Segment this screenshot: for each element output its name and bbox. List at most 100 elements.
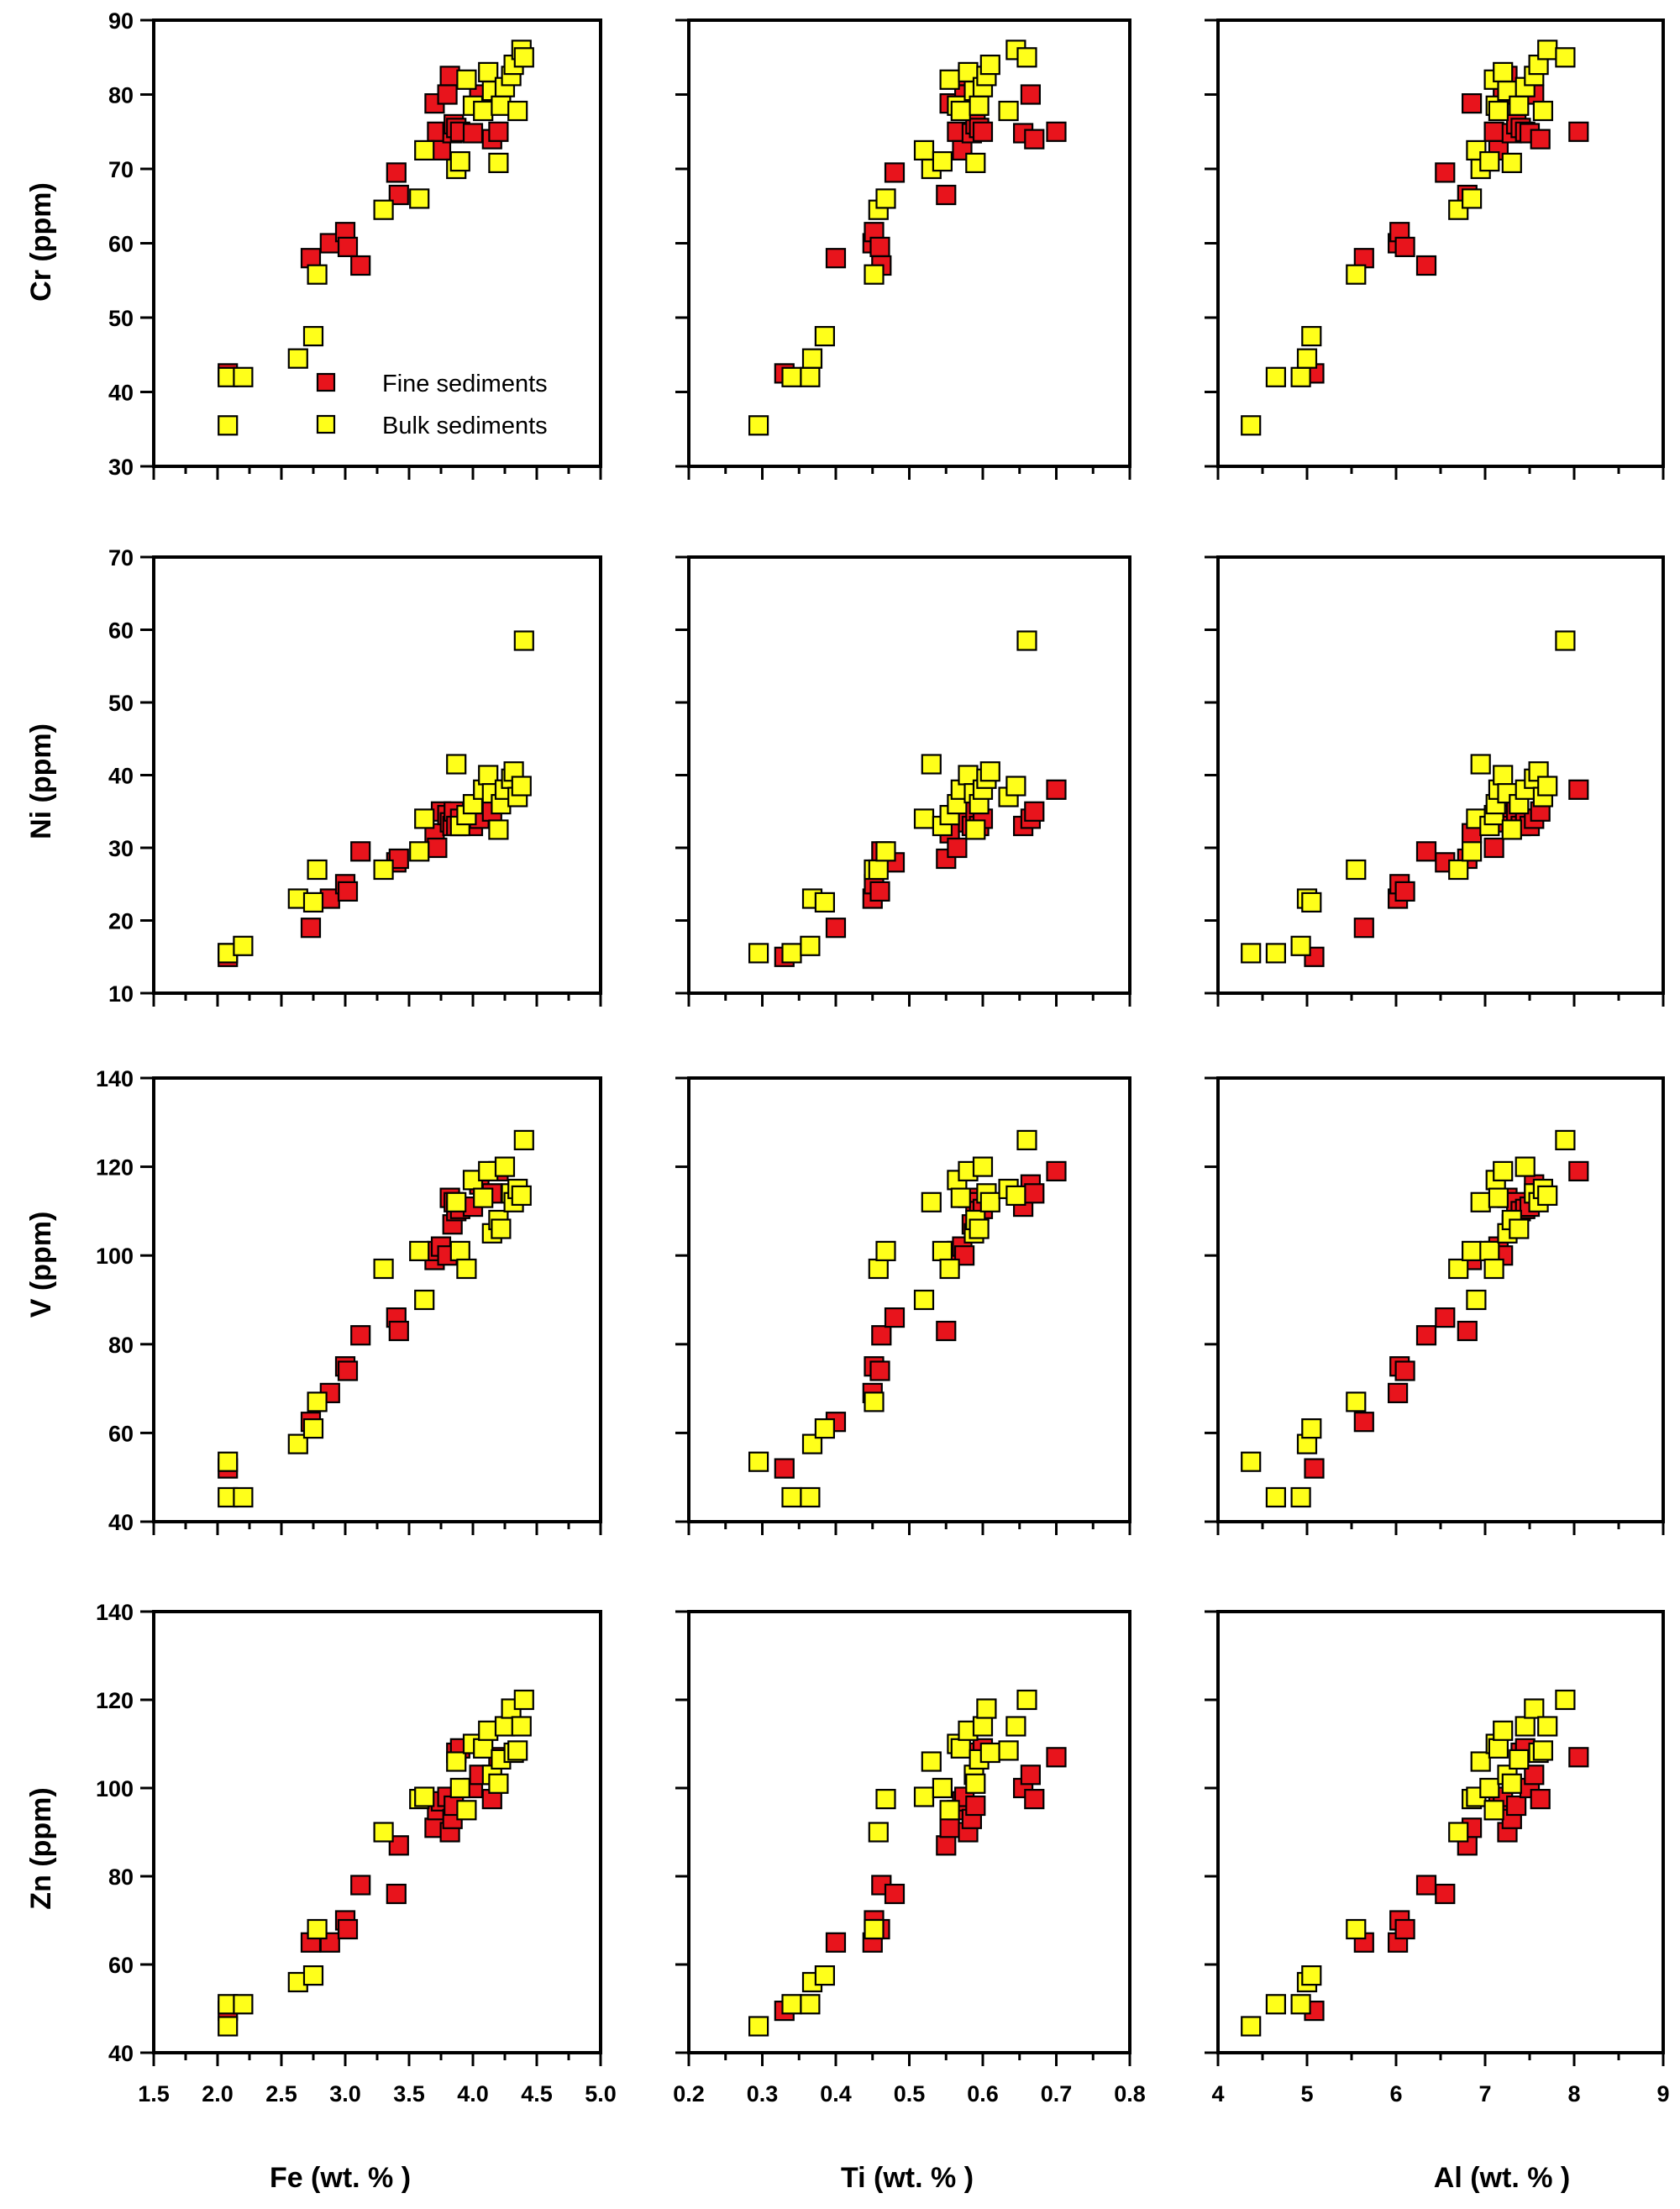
bulk-sediment-point <box>875 188 896 209</box>
fine-sediment-point <box>884 1307 906 1328</box>
bulk-sediment-point <box>800 1994 821 2015</box>
x-tick-label: 9 <box>1656 2081 1669 2106</box>
bulk-sediment-point <box>1241 943 1262 964</box>
panel-ni-vs-ti <box>675 555 1131 1007</box>
fine-sediment-point <box>774 1458 795 1479</box>
fine-sediment-point <box>337 1360 359 1381</box>
bulk-sediment-point <box>1501 819 1522 840</box>
x-tick-label: 0.7 <box>1041 2081 1073 2106</box>
fine-sediment-point <box>350 1875 371 1896</box>
fine-sediment-point <box>388 184 409 206</box>
bulk-sediment-point <box>1466 1289 1487 1311</box>
plot-frame <box>687 555 1131 995</box>
bulk-sediment-point <box>1479 1777 1500 1799</box>
panel-ni-vs-al <box>1205 555 1665 1007</box>
bulk-sediment-point <box>456 1800 477 1821</box>
bulk-sediment-point <box>1537 1185 1558 1207</box>
x-axis-title-fe: Fe (wt. % ) <box>270 2162 411 2194</box>
bulk-sediment-point <box>1290 366 1311 387</box>
fine-sediment-point <box>1024 1183 1045 1204</box>
bulk-sediment-point <box>1493 765 1514 786</box>
y-tick-label: 10 <box>108 981 134 1007</box>
y-tick-label: 140 <box>96 1600 134 1625</box>
bulk-sediment-point <box>864 264 885 285</box>
bulk-sediment-point <box>456 69 477 90</box>
bulk-sediment-point <box>488 819 509 840</box>
bulk-sediment-point <box>414 139 435 160</box>
plot-frame <box>1216 18 1665 468</box>
bulk-sediment-point <box>969 95 990 116</box>
fine-sediment-point <box>1415 255 1437 276</box>
fine-sediment-point <box>488 121 509 142</box>
bulk-sediment-point <box>233 1486 254 1508</box>
fine-sediment-point <box>350 841 371 862</box>
bulk-sediment-point <box>976 1698 997 1719</box>
bulk-sediment-point <box>287 348 308 369</box>
bulk-sediment-point <box>307 1918 328 1940</box>
bulk-sediment-point <box>1461 841 1483 862</box>
fine-sediment-point <box>1435 1883 1456 1905</box>
bulk-sediment-point <box>513 630 534 651</box>
x-tick-label: 0.2 <box>673 2081 705 2106</box>
plot-frame <box>152 18 602 468</box>
bulk-sediment-point <box>950 1187 971 1208</box>
fine-sediment-point <box>1024 1789 1045 1810</box>
bulk-sediment-point <box>1461 188 1483 209</box>
fine-sediment-point <box>1387 1382 1409 1404</box>
bulk-sediment-point <box>979 54 1000 76</box>
y-tick-label: 100 <box>96 1244 134 1269</box>
bulk-sediment-point <box>748 943 769 964</box>
fine-sediment-point <box>1457 1320 1478 1342</box>
bulk-sediment-point <box>1555 1689 1576 1711</box>
y-tick-label: 140 <box>96 1066 134 1091</box>
bulk-sediment-point <box>800 366 821 387</box>
bulk-sediment-point <box>965 819 986 840</box>
fine-sediment-point <box>884 1883 906 1905</box>
y-tick-label: 20 <box>108 909 134 934</box>
y-tick-label: 120 <box>96 1155 134 1181</box>
x-tick-label: 4.0 <box>457 2081 489 2106</box>
fine-sediment-point <box>1046 121 1067 142</box>
fine-sediment-point <box>869 1360 890 1381</box>
fine-sediment-point <box>1024 129 1045 150</box>
bulk-sediment-point <box>1290 1994 1311 2015</box>
bulk-sediment-point <box>965 152 986 173</box>
bulk-sediment-point <box>446 754 467 775</box>
fine-sediment-point <box>825 1932 847 1953</box>
bulk-sediment-point <box>864 1918 885 1940</box>
bulk-sediment-point <box>1483 1258 1504 1280</box>
y-tick-label: 30 <box>108 455 134 480</box>
bulk-sediment-point <box>972 1156 994 1177</box>
fine-sediment-point <box>350 255 371 276</box>
bulk-sediment-point <box>513 47 534 68</box>
bulk-sediment-point <box>307 1391 328 1412</box>
fine-sediment-point <box>936 1835 957 1856</box>
bulk-sediment-point <box>218 2016 239 2037</box>
fine-sediment-point <box>1524 1765 1545 1786</box>
y-tick-label: 120 <box>96 1688 134 1713</box>
fine-sediment-point <box>947 837 968 859</box>
bulk-sediment-point <box>1301 891 1322 913</box>
bulk-sediment-point <box>1346 1918 1367 1940</box>
bulk-sediment-point <box>1265 943 1287 964</box>
panel-cr-vs-al <box>1205 18 1665 480</box>
bulk-sediment-point <box>287 1433 308 1454</box>
y-tick-label: 60 <box>108 1421 134 1446</box>
bulk-sediment-point <box>1461 1240 1483 1262</box>
fine-sediment-point <box>825 248 847 269</box>
x-tick-label: 0.5 <box>894 2081 926 2106</box>
legend-label-fine: Fine sediments <box>382 371 548 397</box>
panel-cr-vs-ti <box>675 18 1131 480</box>
bulk-sediment-point <box>979 1742 1000 1764</box>
bulk-sediment-point <box>814 1417 836 1439</box>
fine-sediment-point <box>437 84 458 105</box>
y-axis-title-zn: Zn (ppm) <box>25 1787 57 1909</box>
fine-sediment-point <box>1353 918 1374 939</box>
bulk-sediment-point <box>1296 348 1318 369</box>
bulk-sediment-point <box>875 1240 896 1262</box>
y-tick-label: 50 <box>108 306 134 331</box>
bulk-sediment-point <box>950 100 971 122</box>
bulk-sediment-point <box>1016 630 1037 651</box>
bulk-sediment-point <box>748 2016 769 2037</box>
fine-sediment-point <box>337 881 359 902</box>
